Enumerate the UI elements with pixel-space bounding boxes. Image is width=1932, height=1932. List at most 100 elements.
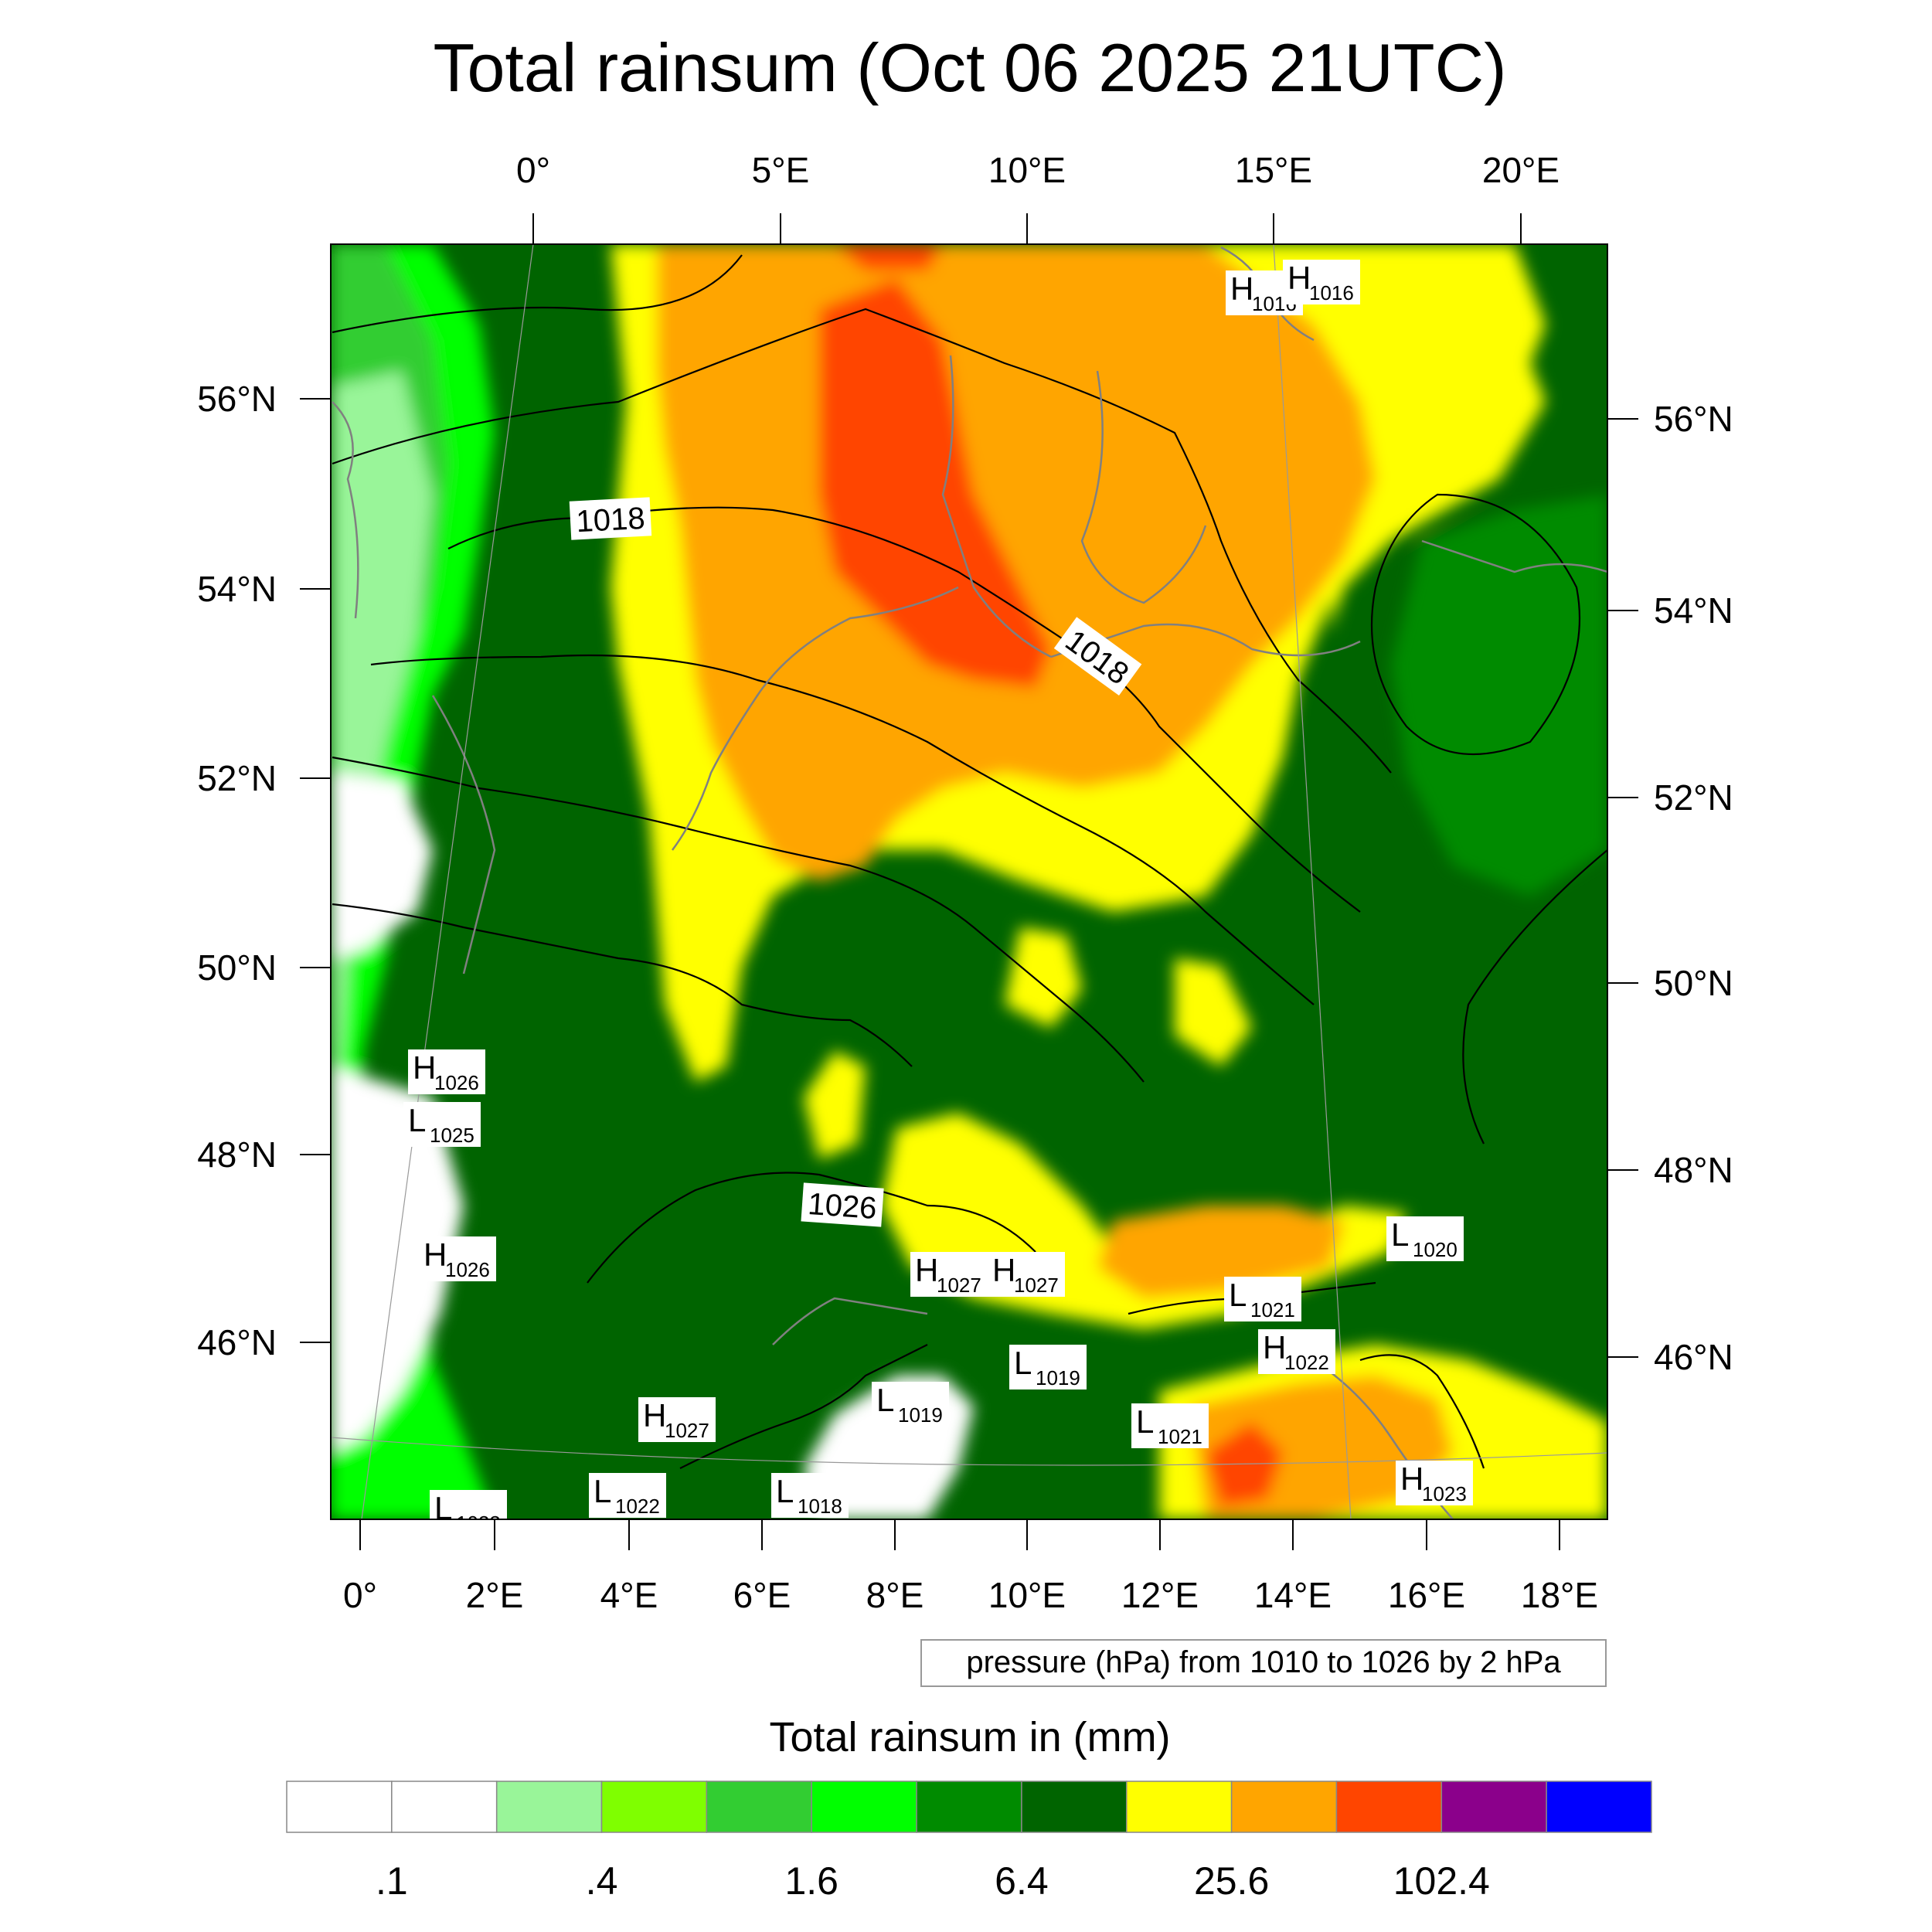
lat-label: 54°N	[197, 569, 277, 609]
pressure-center-value: 1020	[1413, 1238, 1458, 1261]
coastlines	[332, 246, 1607, 1519]
pressure-center-box	[1386, 1216, 1464, 1261]
colorbar-tick-label: .4	[586, 1859, 618, 1903]
colorbar-tick-label: 6.4	[995, 1859, 1049, 1903]
pressure-center-type: L	[876, 1382, 894, 1418]
lon-label: 10°E	[988, 150, 1066, 190]
pressure-center-box	[419, 1236, 496, 1281]
pressure-center-type: L	[434, 1490, 452, 1526]
colorbar-tick-label: 1.6	[784, 1859, 838, 1903]
rain-zone-red-adriatic	[1206, 1422, 1283, 1507]
lat-label: 56°N	[197, 379, 277, 419]
pressure-center-value: 1016	[1309, 281, 1354, 304]
pressure-center-type: H	[915, 1252, 938, 1288]
pressure-center-type: H	[1230, 270, 1253, 307]
rain-field	[331, 244, 1607, 1519]
colorbar-tick-label: 102.4	[1393, 1859, 1490, 1903]
pressure-center-value: 1018	[798, 1495, 842, 1518]
lon-label: 8°E	[866, 1575, 924, 1615]
isobar-line	[370, 654, 1315, 1005]
pressure-center-box	[403, 1102, 481, 1147]
coastline	[941, 355, 1052, 658]
pressure-center-value: 1026	[434, 1071, 479, 1094]
isobar-line	[332, 756, 1145, 1083]
colorbar-tick-label: 25.6	[1194, 1859, 1269, 1903]
lon-label: 4°E	[600, 1575, 658, 1615]
pressure-center-type: L	[1014, 1345, 1032, 1381]
lat-label: 48°N	[197, 1134, 277, 1175]
pressure-center-low: L 1021	[1131, 1403, 1209, 1448]
colorbar-swatch	[1021, 1781, 1128, 1833]
lon-label: 0°	[516, 150, 550, 190]
left-latitude-labels: 56°N 54°N 52°N 50°N 48°N 46°N	[197, 379, 277, 1362]
contour-label: 1026	[801, 1182, 884, 1227]
figure-title: Total rainsum (Oct 06 2025 21UTC)	[433, 29, 1506, 106]
isobar-line	[1370, 493, 1581, 756]
pressure-center-value: 1023	[1422, 1482, 1467, 1505]
pressure-center-type: H	[1263, 1329, 1286, 1366]
info-box-frame	[920, 1639, 1607, 1687]
colorbar-swatch	[706, 1781, 812, 1833]
pressure-center-value: 1027	[665, 1419, 709, 1442]
pressure-center-type: H	[992, 1252, 1015, 1288]
pressure-center-box	[1258, 1329, 1335, 1374]
isobars	[332, 254, 1607, 1469]
bottom-longitude-labels: 0° 2°E 4°E 6°E 8°E 10°E 12°E 14°E 16°E 1…	[343, 1575, 1598, 1615]
lat-label: 54°N	[1654, 590, 1733, 631]
pressure-center-box	[910, 1252, 988, 1297]
pressure-center-value: 1019	[1036, 1366, 1080, 1389]
pressure-center-type: H	[1400, 1461, 1423, 1497]
rain-zone-orange-alps	[1097, 1206, 1345, 1298]
lat-label: 56°N	[1654, 399, 1733, 439]
pressure-center-value: 1027	[937, 1274, 981, 1297]
pressure-center-type: L	[594, 1473, 611, 1509]
pressure-center-box	[771, 1473, 849, 1518]
graticule-meridian	[1273, 244, 1352, 1519]
isobar-line	[1462, 849, 1607, 1145]
pressure-center-box	[638, 1397, 716, 1442]
pressure-center-type: L	[776, 1473, 794, 1509]
pressure-center-value: 1021	[1250, 1298, 1295, 1321]
lon-label: 14°E	[1254, 1575, 1332, 1615]
pressure-center-type: H	[1287, 260, 1311, 296]
rain-zone-white-west	[331, 773, 433, 958]
isobar-line	[587, 1172, 1036, 1284]
isobar-line	[332, 903, 913, 1067]
pressure-center-value: 1022	[615, 1495, 660, 1518]
lon-label: 0°	[343, 1575, 377, 1615]
pressure-center-value: 1025	[430, 1124, 474, 1147]
colorbar-swatch	[1546, 1781, 1652, 1833]
pressure-center-low: L 1022	[589, 1473, 666, 1518]
colorbar-swatch	[1335, 1781, 1443, 1833]
colorbar-tick-label: .1	[376, 1859, 408, 1903]
lon-label: 12°E	[1121, 1575, 1199, 1615]
colorbar-swatch	[495, 1781, 603, 1833]
pressure-center-low: L 1020	[1386, 1216, 1464, 1261]
isobar-line	[332, 308, 1392, 774]
graticule-parallel	[331, 1437, 1607, 1466]
info-box-text: pressure (hPa) from 1010 to 1026 by 2 hP…	[966, 1645, 1561, 1679]
pressure-center-value: 1027	[1014, 1274, 1059, 1297]
pressure-center-box	[1224, 1277, 1301, 1321]
info-box: pressure (hPa) from 1010 to 1026 by 2 hP…	[920, 1639, 1607, 1687]
coastline	[1080, 370, 1207, 604]
lon-label: 20°E	[1482, 150, 1560, 190]
isobar-line	[332, 254, 743, 334]
graticule-meridian	[361, 244, 534, 1519]
pressure-center-value: 1026	[445, 1258, 490, 1281]
lon-label: 2°E	[466, 1575, 524, 1615]
lat-label: 46°N	[1654, 1337, 1733, 1377]
pressure-center-box	[408, 1049, 485, 1094]
lon-label: 6°E	[733, 1575, 791, 1615]
lon-label: 5°E	[752, 150, 810, 190]
coastline	[431, 695, 496, 975]
lat-label: 50°N	[197, 947, 277, 988]
colorbar-swatch	[811, 1781, 917, 1833]
rain-zone-yellow-spot	[1005, 927, 1082, 1028]
